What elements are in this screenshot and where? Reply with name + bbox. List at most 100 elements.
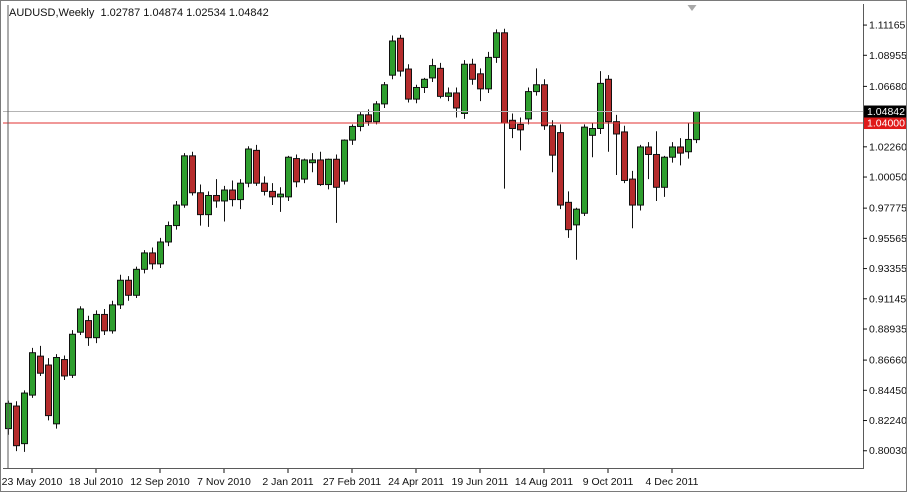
candle [389,40,396,76]
candle [141,252,148,270]
y-axis-label: 1.08955 [869,50,907,62]
x-axis-label: 14 Aug 2011 [515,476,573,488]
candle [165,225,172,243]
candle [397,37,404,72]
candle [573,208,580,226]
candle [597,82,604,129]
candle [349,125,356,141]
shift-marker-icon[interactable] [687,5,697,11]
candle [245,148,252,184]
candle [357,114,364,127]
candle [229,189,236,201]
current-price-tag-bg [864,105,906,118]
candle [629,178,636,206]
candle [149,252,156,265]
candle [261,182,268,192]
chart-title: AUDUSD,Weekly 1.02787 1.04874 1.02534 1.… [9,7,269,19]
x-axis-label: 7 Nov 2010 [197,476,251,488]
candle [285,156,292,198]
y-axis-label: 0.93355 [869,263,907,275]
candle [653,153,660,188]
candle [221,189,228,202]
x-axis-label: 23 May 2010 [2,476,63,488]
candle [133,268,140,296]
x-axis-label: 18 Jul 2010 [69,476,123,488]
candle [605,78,612,123]
candle [541,84,548,127]
candle [173,204,180,227]
y-axis-label: 1.06680 [869,81,907,93]
candle [13,405,20,447]
y-axis-label: 0.82240 [869,415,907,427]
candle [509,119,516,129]
candle [437,67,444,97]
candle [317,159,324,186]
candle [101,313,108,332]
candle [85,320,92,339]
candle [525,91,532,120]
candle [557,132,564,206]
candle [421,78,428,88]
x-axis-label: 19 Jun 2011 [451,476,508,488]
y-axis-label: 1.02260 [869,141,907,153]
candle [45,364,52,417]
candle [621,131,628,181]
y-axis-label: 0.97775 [869,203,907,215]
candle [69,333,76,376]
candle [517,123,524,131]
candle [301,159,308,180]
candle [405,68,412,100]
candle [669,146,676,158]
candle [429,65,436,79]
candle [685,138,692,153]
y-axis-label: 0.91145 [869,293,906,305]
candle [77,308,84,333]
x-axis-label: 27 Feb 2011 [323,476,381,488]
x-axis-label: 4 Dec 2011 [646,476,699,488]
candle [493,32,500,58]
support-price-tag: 1.04000 [867,118,905,130]
candle [453,92,460,109]
candle [637,146,644,206]
candle [661,156,668,188]
candle [61,359,68,377]
y-axis-label: 0.88935 [869,323,907,335]
candle [125,279,132,296]
candle [469,63,476,80]
candle [181,155,188,206]
candle [117,279,124,306]
candle [21,392,28,445]
candle [613,121,620,135]
candle [477,73,484,90]
candle [365,114,372,123]
candle [109,304,116,332]
candle [501,32,508,124]
candle [213,194,220,202]
candle [37,355,44,374]
candle [693,111,700,141]
x-axis-label: 2 Jan 2011 [262,476,313,488]
y-axis-label: 0.84450 [869,385,907,397]
candle [189,155,196,194]
candle [445,92,452,97]
candle [237,182,244,201]
candle [309,159,316,164]
candle [29,352,36,396]
y-axis-label: 1.11165 [869,20,906,32]
candle [253,149,260,184]
candle [53,357,60,425]
candle [381,84,388,105]
y-axis-label: 0.86660 [869,355,907,367]
candle [197,192,204,216]
candle [565,201,572,231]
candle [325,158,332,186]
candle [157,241,164,265]
current-price-tag: 1.04842 [867,106,905,118]
candle [293,158,300,183]
x-axis-label: 24 Apr 2011 [388,476,444,488]
candle [461,63,468,114]
x-axis-label: 9 Oct 2011 [583,476,634,488]
candle [549,125,556,156]
